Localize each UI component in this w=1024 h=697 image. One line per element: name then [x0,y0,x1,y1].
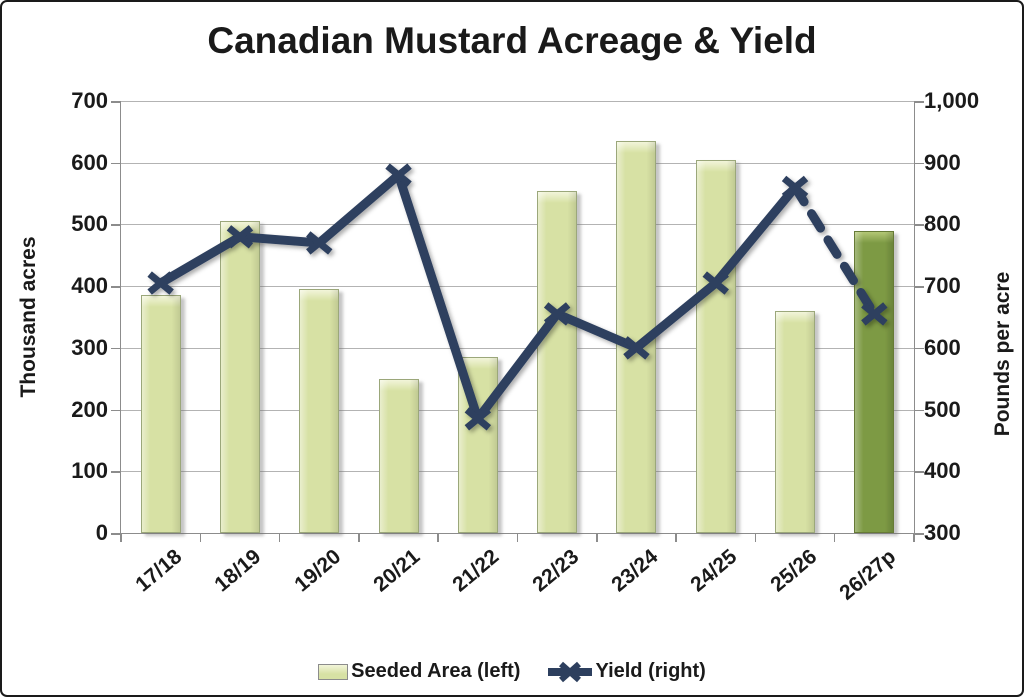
seeded-area-bar [854,230,895,533]
right-axis-tick-label: 500 [924,396,961,422]
yield-x-marker [781,175,809,200]
right-axis-tick-label: 600 [924,334,961,360]
right-axis-tick [915,533,924,535]
seeded-area-bar [140,295,181,533]
seeded-area-bar [775,310,816,533]
right-axis-tick [915,224,924,226]
right-axis-tick [915,409,924,412]
gridline [121,347,914,349]
gridline [121,101,914,102]
right-axis-tick [915,286,924,288]
left-axis-tick [111,409,120,412]
left-axis-tick-label: 200 [71,396,108,422]
yield-x-marker [464,407,492,431]
yield-line-solid [158,170,799,424]
yield-x-marker [147,271,174,295]
x-axis-tick [833,534,836,542]
seeded-area-bar [378,378,419,533]
x-axis-label: 25/26 [765,545,821,597]
x-axis-tick [199,534,202,542]
x-axis-label: 19/20 [289,545,346,597]
gridline [121,409,914,411]
left-axis-title: Thousand acres [17,236,40,398]
x-axis-tick [596,534,598,542]
yield-line-layer [147,163,888,431]
x-axis-label: 22/23 [527,545,583,597]
yield-line-x-icon [548,661,593,682]
plot-area [111,101,924,542]
seeded-area-bar [537,190,578,533]
yield-x-marker [226,225,254,249]
yield-x-marker [623,336,650,360]
left-axis-tick-label: 700 [71,88,108,113]
yield-x-marker [861,302,888,326]
gridline [121,286,914,288]
seeded-area-bar [219,221,260,533]
x-axis-tick [120,534,122,542]
x-axis-tick [516,534,519,542]
gridline [121,162,914,164]
left-axis-tick [111,162,120,165]
left-axis-tick [111,101,120,103]
right-axis-tick-label: 1,000 [924,88,980,113]
yield-x-marker [543,302,571,326]
left-axis-tick-label: 100 [71,458,108,484]
legend-item-yield: Yield (right) [548,660,706,683]
left-axis-tick-label: 600 [71,149,108,175]
left-axis-tick-label: 400 [71,273,108,299]
yield-x-marker [385,163,412,187]
seeded-area-bar [299,289,340,533]
legend-yield-label: Yield (right) [595,660,706,682]
yield-x-marker [702,271,729,295]
right-axis-tick-label: 700 [924,273,961,299]
right-axis-tick-label: 400 [924,458,961,484]
right-axis-tick [915,471,924,473]
x-axis-label: 26/27p [835,545,901,605]
left-axis-tick-label: 500 [71,211,108,237]
x-axis-tick [913,534,915,542]
legend-seeded-area-label: Seeded Area (left) [351,660,521,682]
yield-x-marker [306,231,333,255]
right-axis-tick [915,101,924,103]
x-axis-label: 20/21 [369,545,425,597]
x-axis-label: 21/22 [448,545,504,597]
left-axis-tick [111,533,120,535]
x-axis-tick [675,534,677,542]
legend-item-seeded-area: Seeded Area (left) [318,660,520,683]
left-axis-tick [111,224,120,226]
left-axis-tick-label: 0 [95,520,108,545]
left-axis-tick-label: 300 [71,334,108,360]
x-axis-label: 17/18 [131,545,187,597]
left-axis-tick [111,347,120,350]
x-axis-label: 18/19 [210,545,266,597]
legend: Seeded Area (left) Yield (right) [2,660,1022,683]
x-axis-tick [358,534,360,542]
gridline [121,224,914,226]
right-axis-tick-label: 900 [924,149,961,175]
chart-title: Canadian Mustard Acreage & Yield [207,20,817,61]
x-axis-label: 23/24 [607,545,663,597]
seeded-area-bar [695,159,736,533]
x-axis-tick [278,534,281,542]
x-axis-tick [437,534,439,542]
yield-line-dashed-projection [790,182,879,319]
right-axis-tick-label: 300 [924,520,961,545]
right-axis-tick [915,162,924,165]
left-axis-tick [111,471,120,473]
x-axis-tick [754,534,757,542]
seeded-area-swatch-icon [318,663,349,680]
right-axis-tick-label: 800 [924,211,961,237]
right-axis-tick [915,347,924,350]
yield-line-group [147,163,888,431]
gridline [121,471,914,473]
x-axis-label: 24/25 [686,545,742,597]
left-axis-tick [111,286,120,288]
